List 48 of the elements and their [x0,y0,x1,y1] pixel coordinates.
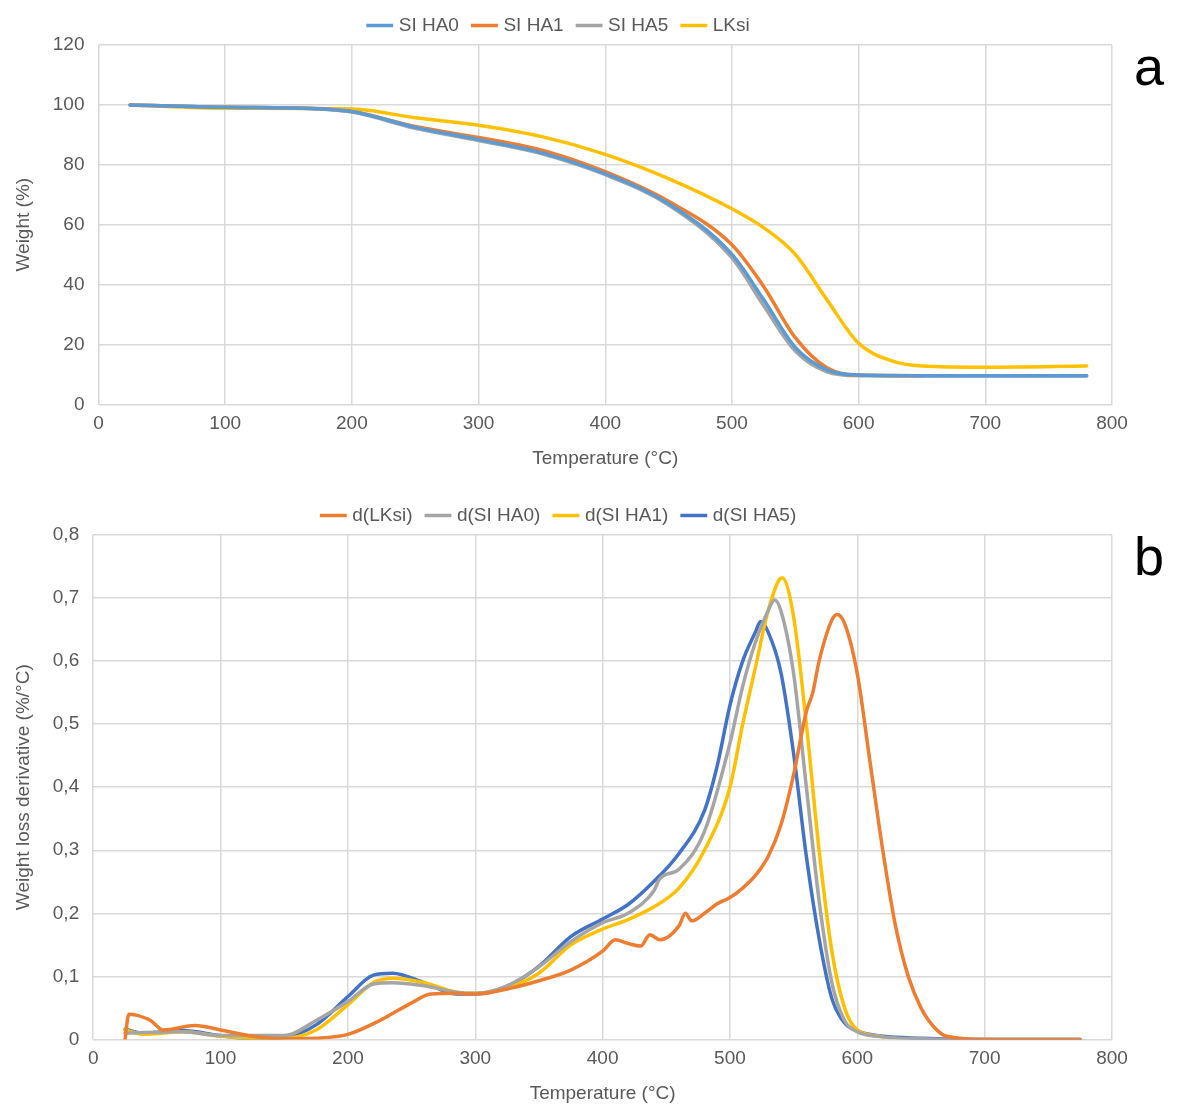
y-tick-label: 100 [52,93,85,115]
y-tick-label: 0,8 [52,523,80,545]
legend-label: SI HA0 [398,13,459,35]
y-tick-label: 0 [68,1027,80,1049]
y-tick-label: 0,7 [52,586,80,608]
y-tick-label: 80 [63,153,85,175]
x-tick-label: 600 [841,1047,874,1069]
y-tick-label: 40 [63,272,85,294]
x-tick-label: 700 [969,412,1002,434]
y-axis-title: Weight (%) [11,177,33,272]
y-tick-label: 0 [73,392,85,414]
x-tick-label: 200 [336,412,368,434]
y-tick-label: 0,2 [52,901,80,923]
x-tick-label: 300 [462,412,495,434]
x-tick-label: 400 [586,1047,619,1069]
y-tick-label: 0,1 [52,964,80,986]
x-tick-label: 100 [209,412,242,434]
legend-label: SI HA1 [503,13,564,35]
legend-label: d(SI HA1) [584,503,669,525]
x-tick-label: 300 [459,1047,492,1069]
x-tick-label: 800 [1096,412,1128,434]
x-tick-label: 600 [842,412,875,434]
x-tick-label: 400 [589,412,622,434]
x-tick-label: 800 [1096,1047,1128,1069]
x-tick-label: 0 [93,412,104,434]
legend-label: SI HA5 [608,13,669,35]
x-tick-label: 500 [716,412,748,434]
text: b [1134,525,1165,586]
x-tick-label: 200 [332,1047,364,1069]
x-tick-label: 500 [714,1047,746,1069]
y-tick-label: 0,4 [52,775,80,797]
legend-label: d(SI HA0) [456,503,541,525]
y-axis-title: Weight loss derivative (%/°C) [11,664,33,911]
text: a [1134,35,1165,96]
legend-label: d(LKsi) [352,503,413,525]
y-tick-label: 60 [63,212,85,234]
x-axis-title: Temperature (°C) [532,446,679,468]
x-axis-title: Temperature (°C) [529,1081,676,1103]
y-tick-label: 0,6 [52,649,80,671]
y-tick-label: 120 [52,33,85,55]
y-tick-label: 0,5 [52,712,80,734]
x-tick-label: 700 [968,1047,1001,1069]
x-tick-label: 0 [87,1047,99,1069]
legend-label: d(SI HA5) [712,503,797,525]
y-tick-label: 0,3 [52,838,80,860]
legend-label: LKsi [712,13,750,35]
y-tick-label: 20 [63,332,85,354]
x-tick-label: 100 [204,1047,237,1069]
